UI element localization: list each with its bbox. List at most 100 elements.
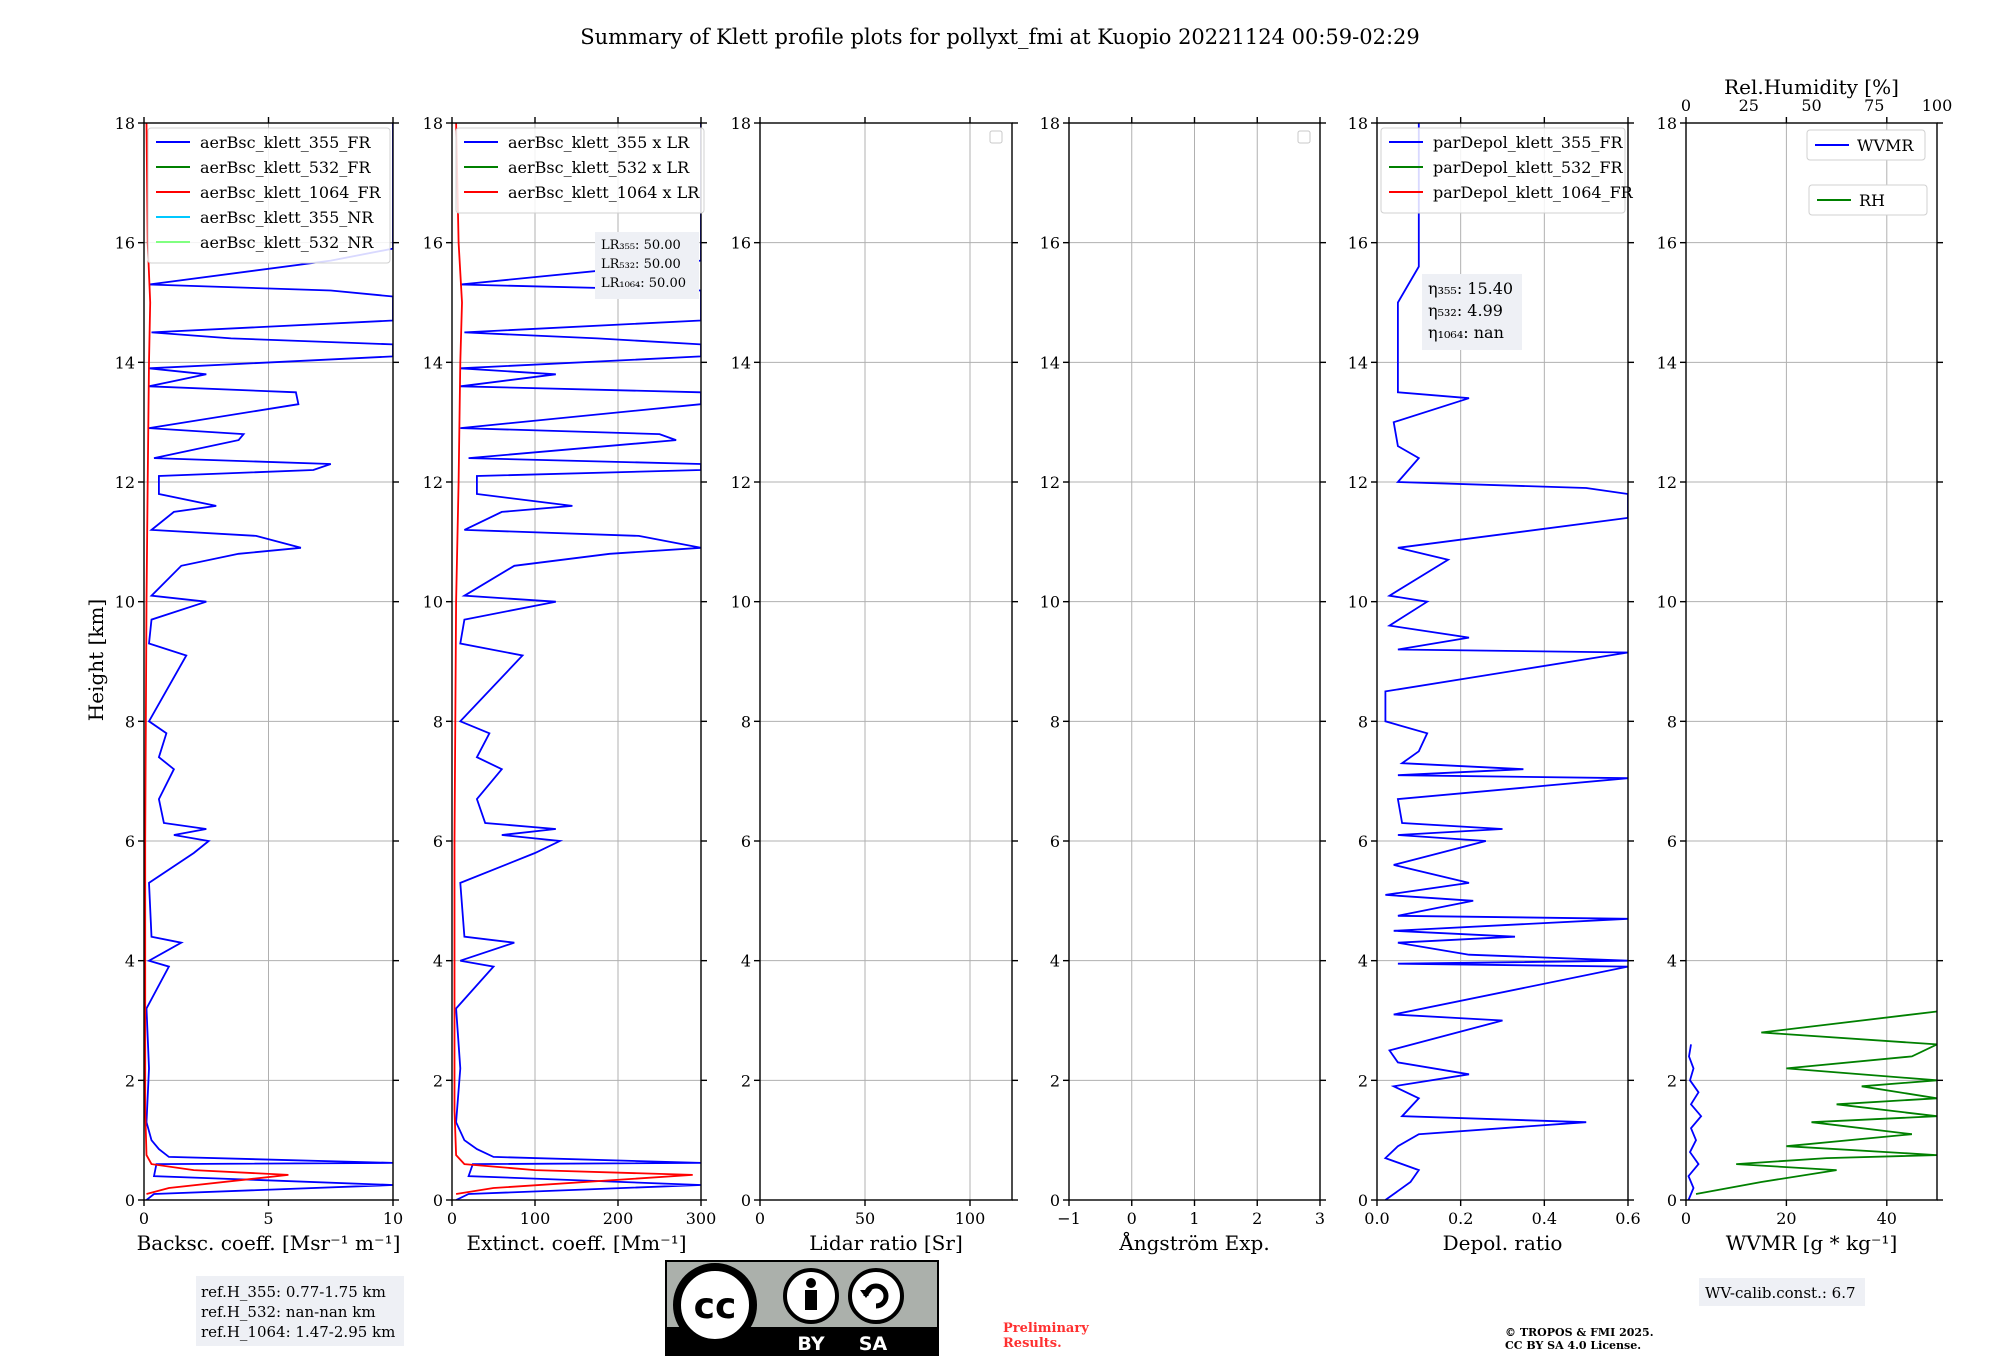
ytick-label-16: 16 [731,234,751,253]
ytick-label-10: 10 [1657,593,1677,612]
annotation-line-ext-2: LR₁₀₆₄: 50.00 [601,276,686,291]
ytick-label-6: 6 [741,832,751,851]
ytick-label-8: 8 [125,712,135,731]
legend-box-0 [1806,129,1926,161]
ytick-label-8: 8 [1050,712,1060,731]
xlabel-bsc: Backsc. coeff. [Msr⁻¹ m⁻¹] [137,1231,401,1255]
cc-by-sa-badge: cc BY SA [665,1260,939,1356]
legend-box-depol [1380,127,1626,214]
xtick-label-0: 0 [755,1209,765,1228]
xtick-label-10: 10 [383,1209,403,1228]
empty-legend-lr [989,130,1003,144]
xtick-label-0: 0 [447,1209,457,1228]
figure-title: Summary of Klett profile plots for polly… [580,25,1420,49]
ytick-label-16: 16 [115,234,135,253]
ytick-label-18: 18 [1657,114,1677,133]
legend-label-0: WVMR [1857,136,1914,155]
annotation-line-depol-2: η₁₀₆₄: nan [1428,323,1504,342]
xtick-label-300: 300 [686,1209,717,1228]
top-axis-label: Rel.Humidity [%] [1724,75,1899,99]
legend-label-depol-1: parDepol_klett_532_FR [1433,158,1624,177]
axes-frame-ang [1068,122,1321,1201]
annotation-line-ext-0: LR₃₅₅: 50.00 [601,238,681,253]
ytick-label-10: 10 [1040,593,1060,612]
legend-label-depol-0: parDepol_klett_355_FR [1433,133,1624,152]
legend-label-depol-2: parDepol_klett_1064_FR [1433,183,1634,202]
legend-label-ext-1: aerBsc_klett_532 x LR [508,158,690,177]
axes-frame-wv [1685,122,1938,1201]
series-wv-1 [1695,1010,1937,1195]
sa-icon [848,1268,904,1324]
ytick-label-0: 0 [433,1191,443,1210]
ytick-label-4: 4 [741,952,751,971]
series-ext-1 [453,123,693,1195]
ytick-label-16: 16 [423,234,443,253]
xtick-label-200: 200 [603,1209,634,1228]
ytick-label-10: 10 [423,593,443,612]
xlabel-ang: Ångström Exp. [1118,1230,1269,1255]
ytick-label-14: 14 [423,353,443,372]
ytick-label-14: 14 [1348,353,1368,372]
legend-label-1: RH [1859,191,1885,210]
top-tick-label-50: 50 [1801,96,1821,115]
ytick-label-18: 18 [115,114,135,133]
xtick-label-0.4: 0.4 [1532,1209,1557,1228]
ytick-label-18: 18 [731,114,751,133]
panel-bsc: 0 2 4 6 8 10 12 14 16 18 0 5 10 Backsc. coeff. [Msr⁻¹… [115,114,404,1255]
top-tick-label-75: 75 [1864,96,1884,115]
top-tick-label-100: 100 [1922,96,1953,115]
xtick-label-1: 1 [1189,1209,1199,1228]
ytick-label-6: 6 [433,832,443,851]
preliminary-label-1: Preliminary [1003,1321,1089,1336]
ytick-label-4: 4 [1358,952,1368,971]
xtick-label-0: 0 [1127,1209,1137,1228]
ytick-label-10: 10 [115,593,135,612]
y-axis-label: Height [km] [84,599,108,721]
ytick-label-8: 8 [1358,712,1368,731]
xtick-label-20: 20 [1776,1209,1796,1228]
axes-frame-bsc [143,122,394,1201]
legend-label-ext-2: aerBsc_klett_1064 x LR [508,183,700,202]
ytick-label-8: 8 [741,712,751,731]
xtick-label-0.2: 0.2 [1448,1209,1473,1228]
ytick-label-0: 0 [125,1191,135,1210]
xlabel-lr: Lidar ratio [Sr] [809,1231,963,1255]
axes-frame-lr [759,122,1013,1201]
ytick-label-0: 0 [1358,1191,1368,1210]
ytick-label-2: 2 [1667,1071,1677,1090]
ytick-label-4: 4 [433,952,443,971]
cc-by-label: BY [797,1333,824,1355]
ytick-label-10: 10 [1348,593,1368,612]
preliminary-label-2: Results. [1003,1336,1062,1351]
xtick-label-3: 3 [1315,1209,1325,1228]
xtick-label-50: 50 [855,1209,875,1228]
xlabel-ext: Extinct. coeff. [Mm⁻¹] [466,1231,686,1255]
xtick-label-2: 2 [1252,1209,1262,1228]
ytick-label-14: 14 [1657,353,1677,372]
ytick-label-16: 16 [1657,234,1677,253]
wv-calib-box: WV-calib.const.: 6.7 [1699,1278,1865,1306]
series-wv-0 [1687,1044,1703,1200]
series-bsc-0 [145,123,393,1200]
series-depol-0 [1383,123,1628,1200]
ytick-label-2: 2 [1050,1071,1060,1090]
top-tick-label-25: 25 [1739,96,1759,115]
ytick-label-14: 14 [1040,353,1060,372]
cc-sa-label: SA [859,1333,888,1355]
ytick-label-0: 0 [1667,1191,1677,1210]
cc-icon [673,1263,757,1347]
ytick-label-2: 2 [433,1071,443,1090]
annotation-line-depol-0: η₃₅₅: 15.40 [1428,279,1513,298]
ytick-label-18: 18 [1348,114,1368,133]
annotation-box-depol [1422,274,1522,350]
series-ext-0 [455,123,701,1200]
legend-box-bsc [147,127,391,264]
xlabel-wv: WVMR [g * kg⁻¹] [1726,1231,1898,1255]
legend-box-1 [1808,184,1928,216]
top-tick-label-0: 0 [1681,96,1691,115]
xtick-label-100: 100 [520,1209,551,1228]
ytick-label-12: 12 [423,473,443,492]
